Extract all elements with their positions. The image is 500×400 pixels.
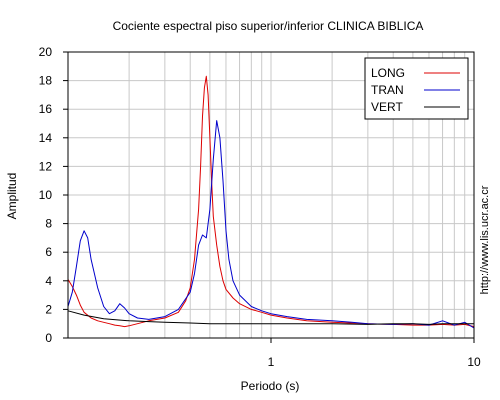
y-tick-label: 16 (39, 102, 53, 116)
y-tick-label: 0 (45, 331, 52, 345)
y-tick-label: 10 (39, 188, 53, 202)
y-tick-label: 14 (39, 131, 53, 145)
legend-label-tran: TRAN (371, 83, 404, 97)
y-tick-label: 4 (45, 274, 52, 288)
series-line-tran (67, 120, 475, 329)
y-tick-label: 8 (45, 217, 52, 231)
legend-label-long: LONG (371, 66, 405, 80)
series-line-vert (67, 310, 474, 325)
series-layer (67, 75, 475, 329)
side-url-label: http://www.lis.ucr.ac.cr (479, 185, 491, 294)
y-tick-label: 6 (45, 245, 52, 259)
ticks: 0 2 4 6 8 10 12 14 16 18 20 1 10 (39, 45, 481, 369)
x-axis-label: Periodo (s) (241, 379, 300, 393)
series-line-long (67, 75, 475, 328)
y-tick-label: 18 (39, 74, 53, 88)
legend: LONG TRAN VERT (364, 57, 469, 120)
y-tick-label: 12 (39, 159, 53, 173)
legend-box (364, 57, 469, 120)
y-axis-label: Amplitud (5, 173, 19, 220)
x-tick-label: 1 (268, 355, 275, 369)
legend-label-vert: VERT (371, 100, 403, 114)
x-tick-label: 10 (467, 355, 481, 369)
chart-title: Cociente espectral piso superior/inferio… (113, 19, 424, 33)
y-tick-label: 2 (45, 302, 52, 316)
y-tick-label: 20 (39, 45, 53, 59)
